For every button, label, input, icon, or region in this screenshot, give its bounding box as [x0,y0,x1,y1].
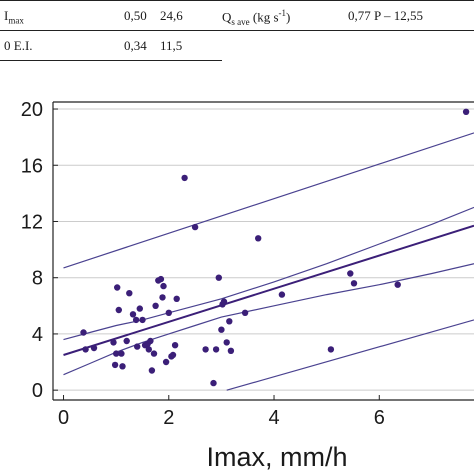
row2-value-2: 11,5 [160,38,183,53]
data-point-8 [118,350,125,357]
data-point-28 [162,358,170,366]
data-point-6 [114,284,121,291]
row2-value-1: 0,34 [124,38,147,53]
y-tick-label-0: 0 [32,380,43,402]
row1-value-1: 0,50 [124,8,147,23]
y-tick-labels: 0 4 8 12 16 20 [21,99,43,402]
data-point-27 [160,282,167,290]
y-tick-label-4: 4 [32,324,43,346]
data-point-19 [145,346,152,353]
regression-line [63,224,474,356]
data-point-29 [165,309,172,316]
data-point-15 [136,305,143,312]
data-point-37 [210,379,217,387]
upper-confidence-line [63,206,474,341]
data-point-20 [147,337,154,345]
data-point-1 [82,346,89,353]
data-points [80,108,470,387]
data-point-52 [394,281,401,288]
x-tick-label-4: 4 [268,407,279,429]
data-point-9 [119,363,126,370]
row1-label: Imax [4,8,24,26]
row1-value-2: 24,6 [160,8,183,23]
y-tick-label-16: 16 [21,155,43,177]
data-point-14 [134,343,141,350]
x-tick-label-0: 0 [58,407,69,429]
data-point-26 [159,294,166,301]
data-point-13 [132,316,140,324]
lower-confidence-line [63,263,474,376]
data-point-46 [241,309,249,316]
data-point-38 [212,346,220,353]
data-point-4 [111,361,119,369]
data-point-16 [139,316,146,324]
data-point-36 [202,346,209,353]
data-point-50 [347,270,354,277]
y-tick-label-8: 8 [32,268,43,290]
data-point-23 [152,302,159,309]
data-point-22 [150,350,158,357]
x-tick-labels: 0 2 4 6 [58,407,385,429]
table-row-rule [0,30,474,31]
data-point-5 [113,350,120,357]
row2-label: 0 E.I. [4,38,33,53]
data-point-32 [171,342,179,349]
plot-frame [52,101,474,401]
x-tick-label-2: 2 [163,407,174,429]
data-point-48 [278,291,286,298]
data-point-12 [129,311,137,318]
data-point-47 [255,235,262,242]
data-point-0 [80,329,87,336]
table-fragment: Imax 0,50 24,6 Qs ave (kg s-1) 0,77 P – … [0,0,474,62]
data-point-2 [90,344,98,352]
data-point-3 [110,339,117,346]
data-point-10 [123,337,130,345]
data-point-33 [173,295,180,302]
upper-prediction-line [63,132,474,269]
data-point-31 [169,351,177,359]
data-point-42 [220,298,228,305]
data-point-11 [126,290,133,297]
scatter-chart: 0 4 8 12 16 20 0 2 4 6 Imax, mm/h [21,99,474,472]
data-point-43 [223,339,230,346]
data-point-44 [226,318,233,325]
data-point-53 [462,108,470,115]
data-point-45 [227,347,235,354]
data-point-25 [157,275,165,283]
data-point-35 [191,223,199,231]
y-tick-label-20: 20 [21,99,43,121]
x-tick-label-6: 6 [374,407,385,429]
row1-equation: 0,77 P – 12,55 [348,8,423,23]
grid-lines [53,108,474,391]
table-bottom-rule [0,60,222,61]
data-point-21 [148,367,156,374]
data-point-7 [115,306,123,314]
data-point-40 [218,326,225,333]
data-point-34 [181,174,188,182]
data-point-51 [350,280,358,287]
bands [63,132,474,391]
data-point-39 [215,274,222,281]
row1-flow-label: Qs ave (kg s-1) [222,8,291,27]
y-tick-label-12: 12 [21,211,43,233]
x-axis-label: Imax, mm/h [206,442,347,472]
lower-prediction-line [226,319,474,391]
table-top-rule [0,0,474,1]
data-point-49 [327,346,335,353]
